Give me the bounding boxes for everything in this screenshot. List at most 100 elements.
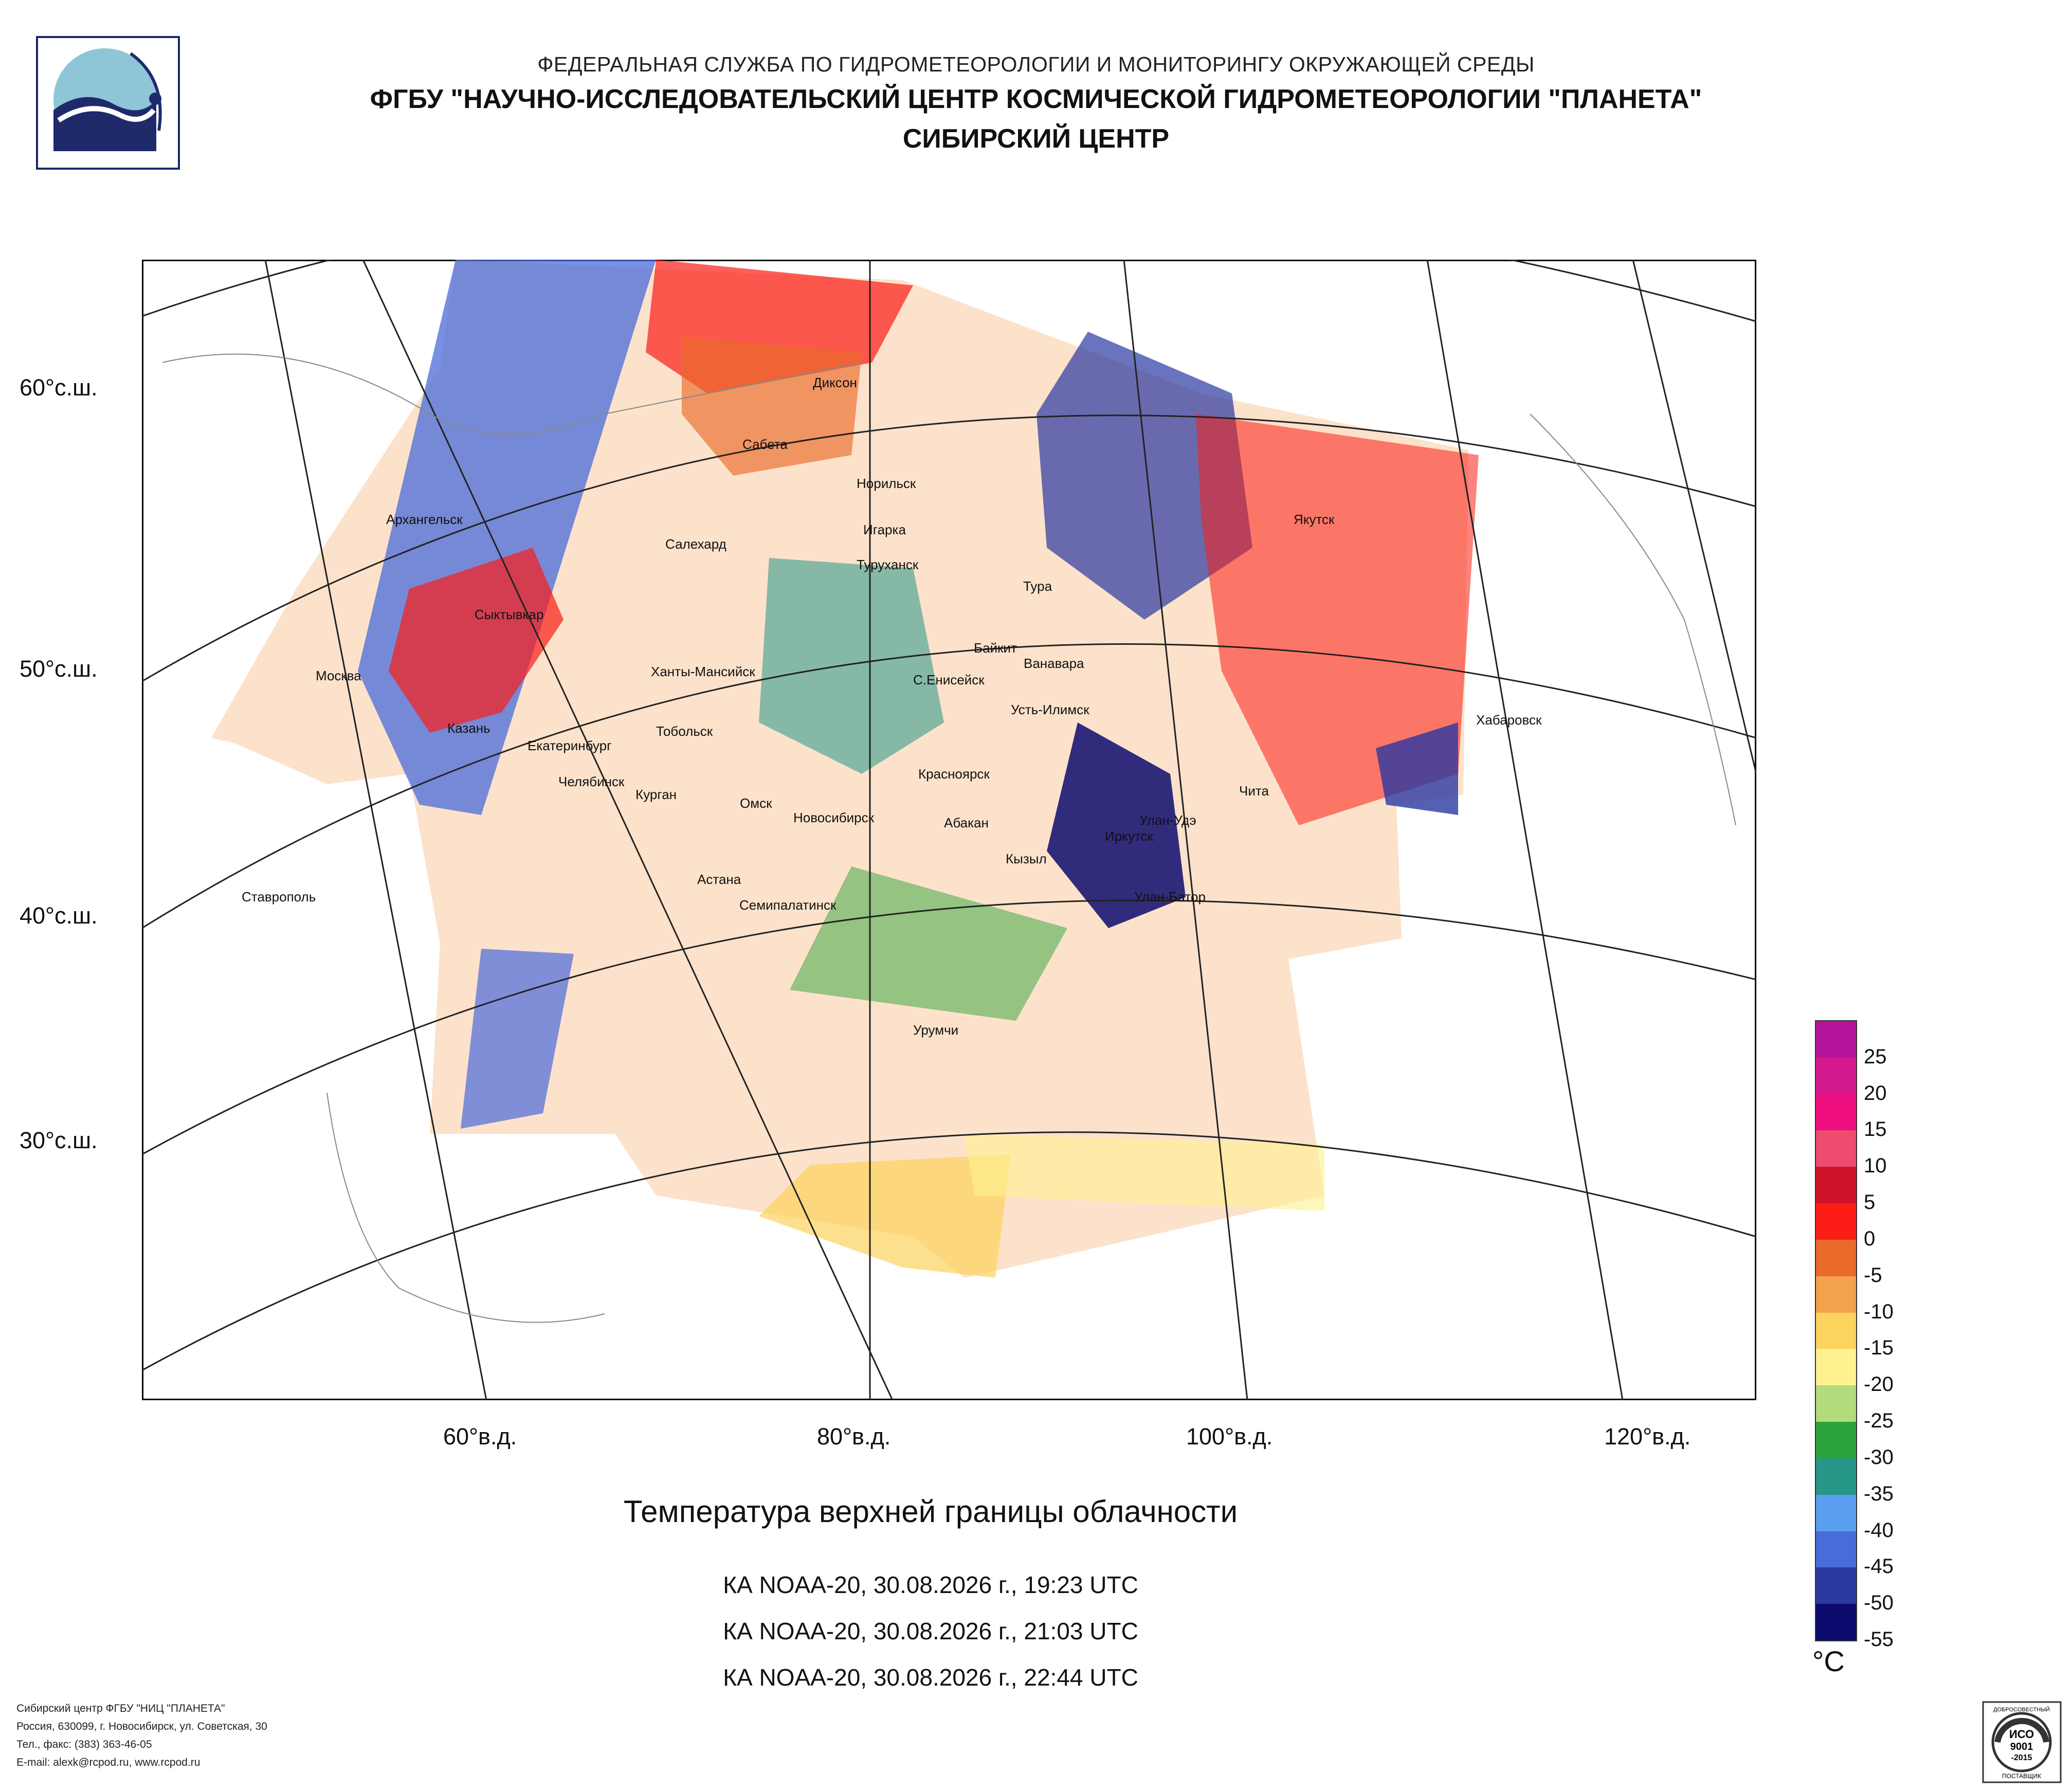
cloud-data-layer [211,260,1479,1278]
legend-label: -35 [1864,1482,1894,1505]
footer-line: Тел., факс: (383) 363-46-05 [16,1739,152,1750]
legend-label: -40 [1864,1518,1894,1542]
city-label: Курган [635,787,677,802]
legend-swatch [1816,1422,1856,1459]
lat-label-50: 50°с.ш. [20,656,98,682]
city-label: Омск [740,795,772,811]
city-label: С.Енисейск [913,672,985,688]
city-label: Салехард [665,536,726,552]
city-label: Чита [1239,783,1269,799]
lat-label-60: 60°с.ш. [20,374,98,401]
legend-unit: °C [1812,1645,1845,1677]
city-label: Норильск [857,476,916,491]
city-label: Сабета [742,437,788,452]
header-branch: СИБИРСКИЙ ЦЕНТР [902,124,1170,154]
coastlines [162,353,1736,1323]
header-agency: ФЕДЕРАЛЬНАЯ СЛУЖБА ПО ГИДРОМЕТЕОРОЛОГИИ … [537,52,1535,76]
legend-label: -50 [1864,1591,1894,1615]
pass-3: КА NOAA-20, 30.08.2026 г., 22:44 UTC [723,1664,1138,1691]
city-label: Игарка [863,522,906,537]
legend-swatch [1816,1385,1856,1422]
pass-1: КА NOAA-20, 30.08.2026 г., 19:23 UTC [723,1571,1138,1598]
cert-bottom: ПОСТАВЩИК [2002,1772,2041,1780]
cert-mid3: -2015 [2011,1753,2032,1762]
iso-certification-badge: ДОБРОСОВЕСТНЫЙ ИСО 9001 -2015 ПОСТАВЩИК [1982,1701,2062,1783]
lon-label-60: 60°в.д. [443,1423,517,1450]
legend-label: 25 [1864,1045,1887,1068]
legend-swatch [1816,1531,1856,1568]
lat-label-40: 40°с.ш. [20,902,98,929]
city-label: Якутск [1294,512,1335,527]
legend-swatch [1816,1567,1856,1604]
city-label: Диксон [813,375,857,390]
legend-swatch [1816,1312,1856,1349]
legend-label: -45 [1864,1555,1894,1578]
lat-label-30: 30°с.ш. [20,1127,98,1153]
city-label: Екатеринбург [528,738,612,753]
city-label: Семипалатинск [739,897,837,913]
legend-swatch [1816,1167,1856,1204]
legend-label: 20 [1864,1081,1887,1105]
city-label: Ставрополь [242,889,316,904]
city-label: Хабаровск [1476,712,1542,728]
footer-line: E-mail: alexk@rcpod.ru, www.rcpod.ru [16,1757,201,1768]
legend-swatch [1816,1094,1856,1131]
cert-mid2: 9001 [2010,1741,2033,1752]
legend-swatch [1816,1021,1856,1058]
legend-label: 0 [1864,1227,1876,1250]
city-label: Ханты-Мансийск [651,664,755,679]
city-label: Ванавара [1024,656,1084,671]
city-label: Улан-Удэ [1139,812,1196,828]
legend-swatch [1816,1349,1856,1386]
legend-label: 15 [1864,1118,1887,1141]
legend-swatch [1816,1130,1856,1167]
city-label: Байкит [974,640,1017,656]
legend-label: -55 [1864,1628,1894,1651]
legend-label: -30 [1864,1445,1894,1469]
city-label: Сыктывкар [475,607,544,622]
legend-label: 5 [1864,1191,1876,1214]
lon-label-80: 80°в.д. [817,1423,891,1450]
cert-mid1: ИСО [2009,1728,2034,1741]
legend-label: -5 [1864,1263,1882,1287]
cert-top: ДОБРОСОВЕСТНЫЙ [1993,1706,2050,1713]
city-label: Москва [316,668,361,683]
legend-swatch [1816,1458,1856,1495]
legend-swatch [1816,1057,1856,1095]
footer-line: Россия, 630099, г. Новосибирск, ул. Сове… [16,1721,267,1732]
map-title: Температура верхней границы облачности [623,1494,1238,1529]
footer-line: Сибирский центр ФГБУ "НИЦ "ПЛАНЕТА" [16,1703,225,1714]
legend-swatch [1816,1494,1856,1532]
city-label: Астана [697,872,741,887]
legend-swatch [1816,1276,1856,1313]
footer-contacts: Сибирский центр ФГБУ "НИЦ "ПЛАНЕТА" Росс… [16,1699,267,1771]
legend-swatch [1816,1604,1856,1641]
legend-label: -10 [1864,1300,1894,1323]
city-label: Новосибирск [793,810,874,825]
legend-label: -20 [1864,1373,1894,1396]
legend-label: -25 [1864,1409,1894,1433]
planeta-logo [36,36,180,170]
city-label: Урумчи [913,1022,959,1038]
city-label: Казань [447,720,490,736]
lon-label-120: 120°в.д. [1604,1423,1691,1450]
city-label: Челябинск [558,774,625,789]
pass-2: КА NOAA-20, 30.08.2026 г., 21:03 UTC [723,1618,1138,1644]
city-label: Улан-Батор [1134,889,1206,904]
map-svg [140,190,1758,1402]
city-label: Туруханск [857,557,919,572]
header-center: ФГБУ "НАУЧНО-ИССЛЕДОВАТЕЛЬСКИЙ ЦЕНТР КОС… [370,84,1702,114]
city-label: Архангельск [386,512,463,527]
city-label: Иркутск [1105,828,1153,844]
city-label: Тобольск [656,723,713,739]
city-label: Абакан [944,815,989,830]
city-label: Тура [1023,578,1052,594]
city-label: Усть-Илимск [1011,702,1089,717]
legend-label: -15 [1864,1336,1894,1360]
legend-label: 10 [1864,1154,1887,1178]
cloud-top-temperature-map: Диксон Сабета Норильск Игарка Туруханск … [140,190,1758,1402]
legend-swatch [1816,1239,1856,1277]
city-label: Кызыл [1006,851,1047,866]
legend-swatch [1816,1203,1856,1240]
temperature-legend [1815,1020,1857,1641]
